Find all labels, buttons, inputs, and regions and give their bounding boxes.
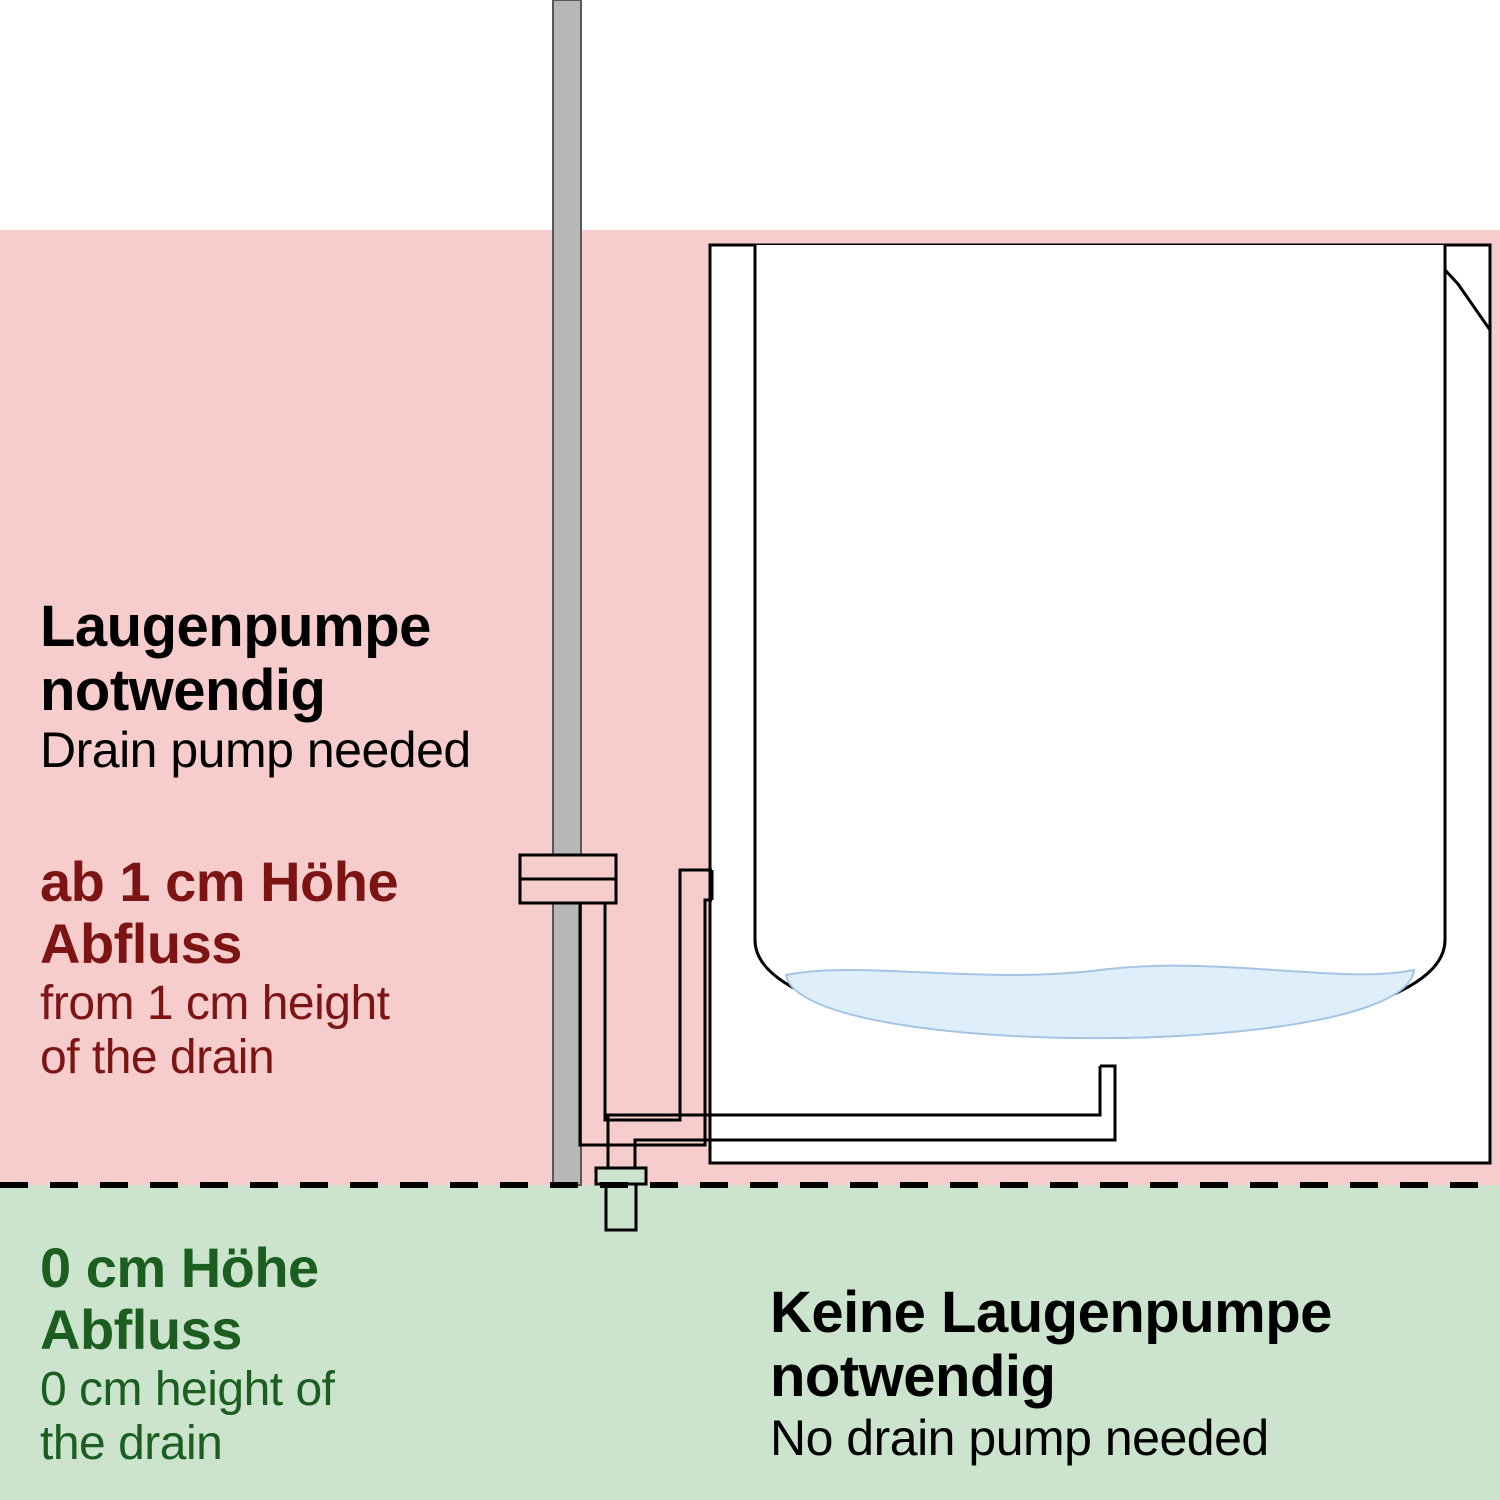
appliance-bowl (755, 245, 1445, 1038)
drain-height-1cm-de-1: ab 1 cm Höhe (40, 850, 398, 914)
headline-no-pump-en: No drain pump needed (770, 1410, 1269, 1468)
headline-pump-needed-de-2: notwendig (40, 658, 325, 725)
drain-height-0cm-de-1: 0 cm Höhe (40, 1236, 319, 1300)
drain-height-1cm-en-1: from 1 cm height (40, 976, 389, 1031)
drain-height-0cm-en-1: 0 cm height of (40, 1362, 335, 1417)
appliance (710, 245, 1490, 1163)
drain-height-0cm-en-2: the drain (40, 1416, 222, 1471)
drain-height-1cm-en-2: of the drain (40, 1030, 274, 1085)
drain-height-0cm-de-2: Abfluss (40, 1298, 242, 1362)
headline-pump-needed-de-1: Laugenpumpe (40, 594, 431, 661)
headline-no-pump-de-1: Keine Laugenpumpe (770, 1280, 1332, 1347)
drain-height-1cm-de-2: Abfluss (40, 912, 242, 976)
drain-pipe (553, 0, 581, 1185)
headline-pump-needed-en: Drain pump needed (40, 722, 471, 780)
headline-no-pump-de-2: notwendig (770, 1344, 1055, 1411)
